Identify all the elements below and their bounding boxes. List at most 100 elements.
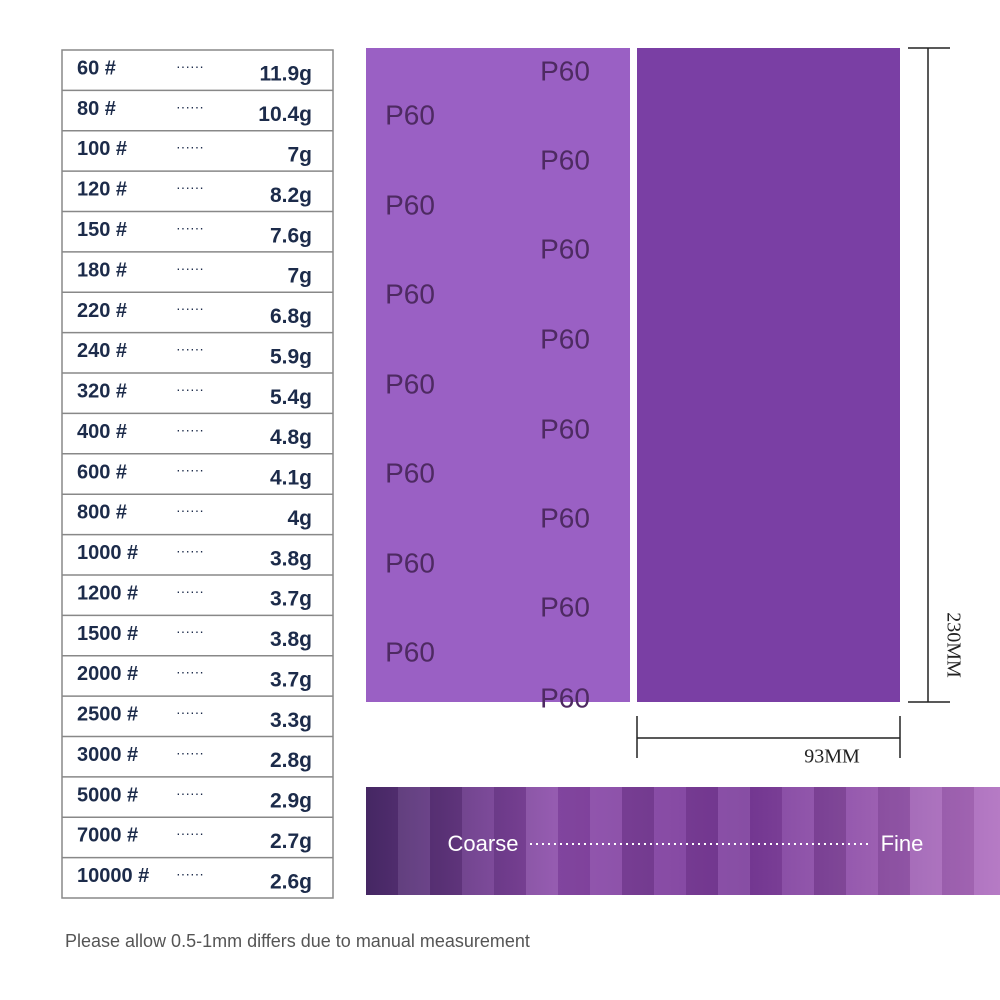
grit: 1500 #: [77, 623, 138, 645]
height-label: 230MM: [942, 612, 964, 678]
stripe: [622, 787, 654, 895]
sheet-print: P60: [385, 278, 435, 309]
sheet-print: P60: [385, 368, 435, 399]
weight: 2.8g: [270, 749, 312, 772]
sheet-print: P60: [540, 682, 590, 713]
grit: 10000 #: [77, 865, 149, 887]
grit: 320 #: [77, 381, 127, 403]
grit: 1000 #: [77, 542, 138, 564]
grit-strip: [366, 787, 1000, 895]
weight: 5.4g: [270, 386, 312, 409]
weight: 3.7g: [270, 588, 312, 611]
leader: ······: [176, 421, 204, 437]
grit: 5000 #: [77, 784, 138, 806]
stripe: [750, 787, 782, 895]
weight: 4.1g: [270, 467, 312, 490]
grit: 7000 #: [77, 825, 138, 847]
strip-stripes: [366, 787, 1000, 895]
dimension-lines: [636, 47, 950, 758]
weight: 11.9g: [259, 63, 312, 86]
grit: 120 #: [77, 179, 127, 201]
stripe: [430, 787, 462, 895]
weight: 6.8g: [270, 305, 312, 328]
weight: 7g: [287, 143, 312, 166]
stripe: [974, 787, 1000, 895]
stripe: [366, 787, 398, 895]
width-label: 93MM: [804, 746, 860, 768]
leader: ······: [176, 260, 204, 276]
sheet-print: P60: [385, 189, 435, 220]
weight: 10.4g: [258, 103, 312, 126]
leader: ······: [176, 462, 204, 478]
grit: 180 #: [77, 259, 127, 281]
sheet-print: P60: [540, 233, 590, 264]
stripe: [462, 787, 494, 895]
leader: ······: [176, 785, 204, 801]
leader: ······: [176, 98, 204, 114]
sheet-print: P60: [540, 323, 590, 354]
leader: ······: [176, 381, 204, 397]
weight: 3.8g: [270, 547, 312, 570]
leader: ······: [176, 542, 204, 558]
coarse-label: Coarse: [448, 831, 519, 856]
leader: ······: [176, 583, 204, 599]
stripe: [686, 787, 718, 895]
stripe: [526, 787, 558, 895]
weight: 4g: [287, 507, 312, 530]
grit: 1200 #: [77, 582, 138, 604]
grit: 100 #: [77, 138, 127, 160]
grit: 2000 #: [77, 663, 138, 685]
stripe: [718, 787, 750, 895]
leader: ······: [176, 623, 204, 639]
weight: 2.9g: [270, 790, 312, 813]
sheet-print: P60: [540, 55, 590, 86]
stripe: [942, 787, 974, 895]
weight: 2.6g: [270, 870, 312, 893]
sheet-print: P60: [385, 636, 435, 667]
leader: ······: [176, 341, 204, 357]
note: Please allow 0.5-1mm differs due to manu…: [65, 931, 530, 951]
grit: 80 #: [77, 98, 116, 120]
stripe: [494, 787, 526, 895]
sheet-print: P60: [385, 547, 435, 578]
grit: 150 #: [77, 219, 127, 241]
grit: 240 #: [77, 340, 127, 362]
stripe: [910, 787, 942, 895]
leader: ······: [176, 139, 204, 155]
sheet-print: P60: [540, 413, 590, 444]
leader: ······: [176, 744, 204, 760]
stripe: [878, 787, 910, 895]
sheet-back: [637, 48, 900, 702]
stripe: [782, 787, 814, 895]
weight: 2.7g: [270, 830, 312, 853]
weight: 8.2g: [270, 184, 312, 207]
grit: 3000 #: [77, 744, 138, 766]
weight: 5.9g: [270, 345, 312, 368]
leader: ······: [176, 58, 204, 74]
leader: ······: [176, 300, 204, 316]
sheet-print: P60: [540, 502, 590, 533]
stripe: [590, 787, 622, 895]
grit: 60 #: [77, 57, 116, 79]
grit: 220 #: [77, 300, 127, 322]
grit: 400 #: [77, 421, 127, 443]
weight: 3.8g: [270, 628, 312, 651]
weight: 7g: [287, 265, 312, 288]
leader: ······: [176, 866, 204, 882]
sheet-print: P60: [385, 99, 435, 130]
weight: 3.7g: [270, 668, 312, 691]
sheet-print: P60: [385, 457, 435, 488]
table-frame: [61, 49, 334, 899]
weight: 7.6g: [270, 224, 312, 247]
grit: 2500 #: [77, 704, 138, 726]
leader: ······: [176, 664, 204, 680]
grit: 800 #: [77, 502, 127, 524]
fine-label: Fine: [881, 831, 924, 856]
sheet-print: P60: [540, 144, 590, 175]
stripe: [558, 787, 590, 895]
stripe: [398, 787, 430, 895]
leader: ······: [176, 502, 204, 518]
weight: 4.8g: [270, 426, 312, 449]
